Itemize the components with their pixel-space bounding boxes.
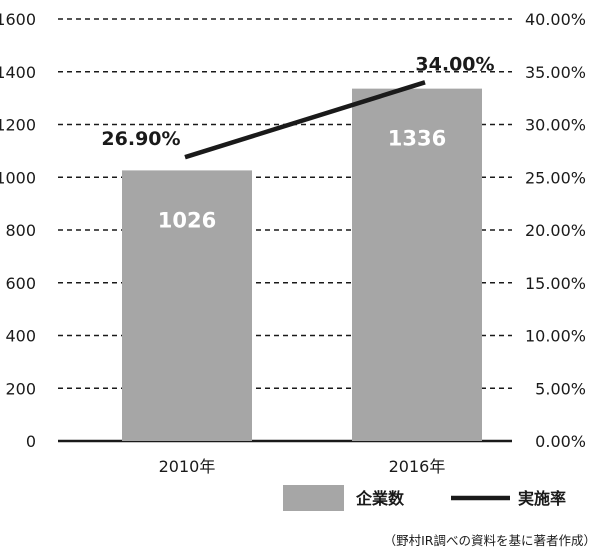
category-axis-labels: 2010年 2016年	[159, 457, 446, 476]
y-tick-label: 0	[26, 432, 36, 451]
bar	[122, 170, 252, 441]
y2-tick-label: 10.00%	[525, 327, 586, 346]
legend-swatch-bar	[283, 485, 344, 511]
y-tick-label: 400	[5, 327, 36, 346]
bar	[352, 88, 482, 441]
rate-line	[184, 80, 426, 160]
line-value-label: 34.00%	[415, 53, 494, 75]
data-labels: 1026 1336 26.90% 34.00%	[101, 53, 494, 232]
y-tick-label: 200	[5, 379, 36, 398]
y2-tick-label: 0.00%	[535, 432, 586, 451]
y-tick-label: 800	[5, 221, 36, 240]
left-axis-ticks: 0 200 400 600 800 1000 1200 1400 1600	[0, 10, 36, 451]
bars	[122, 88, 482, 441]
legend-label-line: 実施率	[518, 489, 566, 508]
y-tick-label: 1000	[0, 168, 36, 187]
y2-tick-label: 15.00%	[525, 274, 586, 293]
y2-tick-label: 40.00%	[525, 10, 586, 29]
right-axis-ticks: 0.00% 5.00% 10.00% 15.00% 20.00% 25.00% 30.00%…	[525, 10, 586, 451]
legend-label-bar: 企業数	[355, 489, 405, 508]
rate-line-segment	[184, 80, 426, 160]
y-tick-label: 600	[5, 274, 36, 293]
y2-tick-label: 20.00%	[525, 221, 586, 240]
bar-value-label: 1026	[158, 208, 216, 232]
y2-tick-label: 35.00%	[525, 63, 586, 82]
y-tick-label: 1400	[0, 63, 36, 82]
source-note: （野村IR調べの資料を基に著者作成）	[384, 533, 596, 548]
y-tick-label: 1200	[0, 116, 36, 135]
x-tick-label: 2016年	[389, 457, 446, 476]
line-value-label: 26.90%	[101, 128, 180, 150]
y2-tick-label: 25.00%	[525, 168, 586, 187]
y2-tick-label: 5.00%	[535, 379, 586, 398]
x-tick-label: 2010年	[159, 457, 216, 476]
y2-tick-label: 30.00%	[525, 116, 586, 135]
bar-value-label: 1336	[388, 127, 446, 151]
y-tick-label: 1600	[0, 10, 36, 29]
